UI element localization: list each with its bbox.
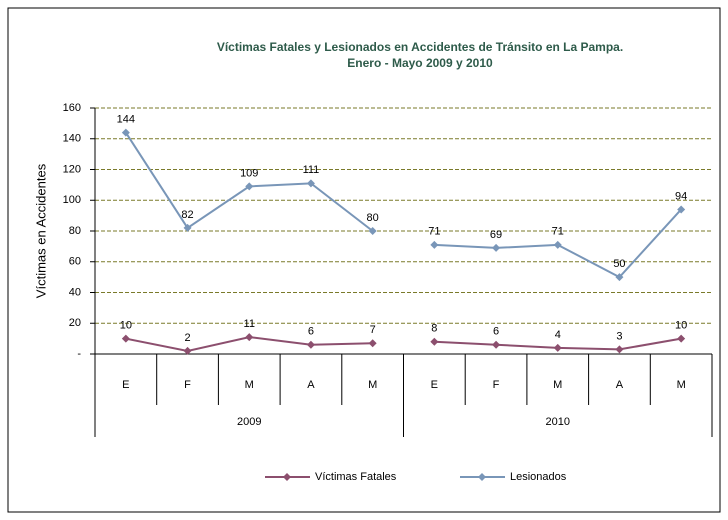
y-tick-label: 80 bbox=[69, 225, 81, 237]
y-tick-label: - bbox=[77, 348, 81, 360]
point-marker bbox=[306, 179, 315, 188]
chart-title: Víctimas Fatales y Lesionados en Acciden… bbox=[217, 40, 623, 54]
y-tick-label: 60 bbox=[69, 256, 81, 268]
y-tick-label: 100 bbox=[63, 194, 81, 206]
x-tick-label: A bbox=[616, 379, 624, 391]
data-label: 109 bbox=[240, 167, 258, 179]
data-label: 144 bbox=[117, 114, 135, 126]
y-tick-label: 160 bbox=[63, 102, 81, 114]
data-label: 69 bbox=[490, 229, 502, 241]
data-label: 7 bbox=[370, 324, 376, 336]
x-tick-label: A bbox=[307, 379, 315, 391]
group-label: 2009 bbox=[237, 416, 261, 428]
x-tick-label: E bbox=[431, 379, 438, 391]
legend-label: Víctimas Fatales bbox=[315, 471, 397, 483]
frame bbox=[7, 7, 721, 513]
point-marker bbox=[615, 345, 624, 354]
point-marker bbox=[121, 334, 130, 343]
chart-subtitle: Enero - Mayo 2009 y 2010 bbox=[347, 56, 493, 70]
group-label: 2010 bbox=[546, 416, 570, 428]
point-marker bbox=[553, 240, 562, 249]
data-label: 2 bbox=[184, 332, 190, 344]
point-marker bbox=[245, 333, 254, 342]
data-label: 10 bbox=[675, 320, 687, 332]
point-marker bbox=[615, 273, 624, 282]
point-marker bbox=[368, 339, 377, 348]
x-tick-label: F bbox=[184, 379, 191, 391]
data-label: 94 bbox=[675, 190, 687, 202]
point-marker bbox=[553, 343, 562, 352]
point-marker bbox=[306, 340, 315, 349]
series-line bbox=[125, 132, 374, 232]
point-marker bbox=[121, 128, 130, 137]
x-tick-label: M bbox=[677, 379, 686, 391]
data-label: 71 bbox=[428, 226, 440, 238]
x-tick-label: M bbox=[245, 379, 254, 391]
data-label: 10 bbox=[120, 320, 132, 332]
y-tick-label: 20 bbox=[69, 317, 81, 329]
point-marker bbox=[492, 243, 501, 252]
data-label: 4 bbox=[555, 329, 561, 341]
x-tick-label: M bbox=[553, 379, 562, 391]
data-label: 8 bbox=[431, 323, 437, 335]
point-marker bbox=[677, 334, 686, 343]
point-marker bbox=[430, 240, 439, 249]
point-marker bbox=[245, 182, 254, 191]
x-tick-label: F bbox=[493, 379, 500, 391]
point-marker bbox=[368, 227, 377, 235]
data-label: 3 bbox=[616, 330, 622, 342]
data-label: 80 bbox=[367, 212, 379, 224]
data-label: 11 bbox=[244, 318, 255, 330]
data-label: 111 bbox=[303, 164, 320, 176]
x-tick-label: E bbox=[122, 379, 129, 391]
legend-marker bbox=[478, 473, 486, 481]
data-label: 50 bbox=[613, 258, 625, 270]
x-tick-label: M bbox=[368, 379, 377, 391]
point-marker bbox=[677, 205, 686, 214]
y-axis-label: Víctimas en Accidentes bbox=[33, 163, 48, 298]
data-label: 6 bbox=[308, 326, 314, 338]
point-marker bbox=[183, 223, 192, 232]
point-marker bbox=[430, 337, 439, 346]
point-marker bbox=[492, 340, 501, 349]
y-tick-label: 120 bbox=[63, 163, 81, 175]
y-tick-label: 40 bbox=[69, 286, 81, 298]
legend-marker bbox=[283, 473, 291, 481]
data-label: 6 bbox=[493, 326, 499, 338]
data-label: 71 bbox=[552, 226, 564, 238]
y-tick-label: 140 bbox=[63, 133, 81, 145]
legend-label: Lesionados bbox=[510, 471, 567, 483]
data-label: 82 bbox=[181, 209, 193, 221]
point-marker bbox=[183, 346, 192, 355]
